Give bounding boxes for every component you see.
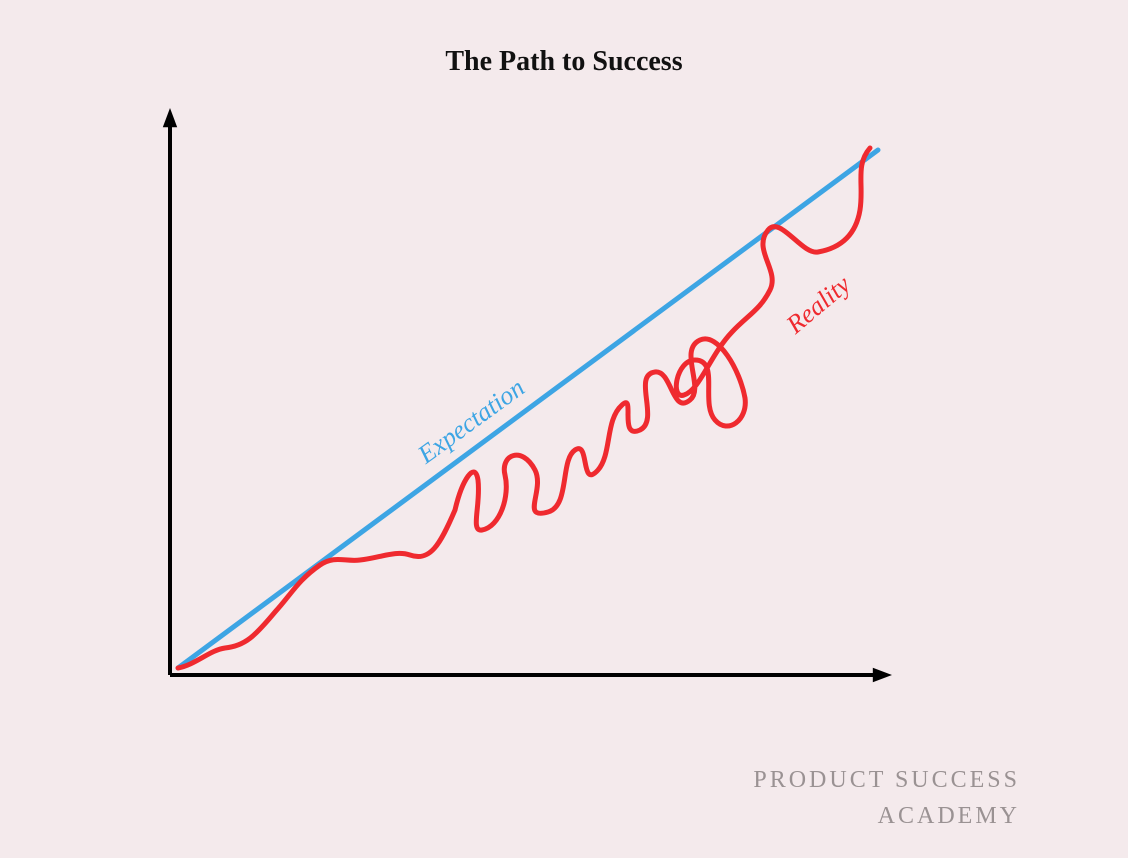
brand-line1: Product Success <box>753 762 1020 798</box>
chart-svg <box>0 0 1128 858</box>
chart-canvas: The Path to Success Expectation Reality … <box>0 0 1128 858</box>
brand-line2: academy <box>753 798 1020 834</box>
brand-badge: Product Success academy <box>753 762 1020 834</box>
chart-title: The Path to Success <box>0 46 1128 78</box>
